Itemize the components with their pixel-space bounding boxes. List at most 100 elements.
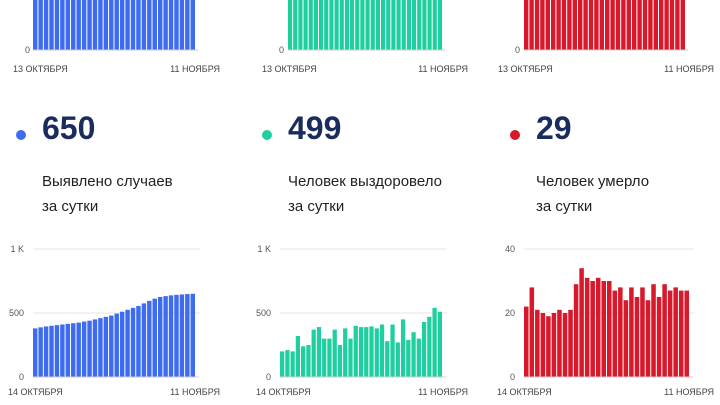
deaths-top-bar	[524, 0, 529, 50]
cases-y-tick: 1 K	[10, 244, 24, 254]
cases-bar	[98, 318, 103, 377]
cases-top-bar	[60, 0, 65, 50]
cases-x-end-label: 11 НОЯБРЯ	[170, 387, 220, 397]
recovered-top-bar	[288, 0, 293, 50]
recovered-bar	[348, 338, 353, 377]
cases-bar	[147, 300, 152, 377]
recovered-top-bar	[381, 0, 386, 50]
cases-top-bar	[71, 0, 76, 50]
recovered-y-tick: 1 K	[257, 244, 271, 254]
cases-label: Выявлено случаев	[42, 173, 173, 190]
cases-top-bar	[38, 0, 43, 50]
stat-deaths: 29 Человек умерло за сутки	[510, 110, 720, 220]
cases-bar	[152, 298, 157, 377]
deaths-bar	[590, 281, 595, 377]
cases-bar	[190, 293, 195, 377]
cases-top-bar	[76, 0, 81, 50]
cases-bar	[141, 303, 147, 377]
deaths-bar	[540, 313, 546, 377]
deaths-bar	[551, 313, 557, 377]
recovered-top-x-start-label: 13 ОКТЯБРЯ	[262, 64, 317, 74]
recovered-bar	[432, 307, 437, 377]
recovered-top-bar	[417, 0, 422, 50]
cases-top-bar	[174, 0, 179, 50]
recovered-bar	[427, 316, 432, 377]
recovered-y-tick: 500	[256, 308, 271, 318]
deaths-top-bar	[594, 0, 599, 50]
recovered-bar	[280, 351, 285, 377]
deaths-bar	[618, 287, 623, 377]
deaths-label: Человек умерло	[536, 173, 650, 190]
recovered-bar	[379, 324, 385, 377]
cases-top-bar	[43, 0, 49, 50]
deaths-bar	[607, 281, 612, 377]
cases-bar	[168, 295, 174, 377]
recovered-top-bar	[350, 0, 355, 50]
deaths-top-bar	[610, 0, 615, 50]
deaths-top-bar	[637, 0, 642, 50]
recovered-bar	[369, 326, 374, 377]
deaths-bar	[595, 277, 601, 377]
cases-y-tick: 500	[9, 308, 24, 318]
recovered-top-bar	[319, 0, 324, 50]
recovered-value: 499	[288, 110, 342, 146]
deaths-bar	[684, 290, 689, 377]
deaths-bar	[557, 309, 562, 377]
cases-top-bar	[125, 0, 130, 50]
cases-bar	[125, 309, 130, 377]
deaths-top-bar	[648, 0, 653, 50]
recovered-x-start-label: 14 ОКТЯБРЯ	[256, 387, 311, 397]
recovered-bar	[406, 339, 411, 377]
deaths-top-bar	[653, 0, 658, 50]
cases-top-x-start-label: 13 ОКТЯБРЯ	[13, 64, 68, 74]
cases-top-bar	[33, 0, 38, 50]
deaths-bar	[562, 313, 568, 377]
cases-bar	[38, 327, 43, 377]
deaths-bar	[612, 290, 618, 377]
cases-bar	[60, 324, 65, 377]
deaths-top-bar	[540, 0, 545, 50]
deaths-top-bar	[669, 0, 675, 50]
deaths-bar	[524, 306, 529, 377]
deaths-top-bar	[588, 0, 594, 50]
cases-dot-icon	[16, 130, 26, 140]
recovered-top-bar	[313, 0, 318, 50]
deaths-bar	[640, 287, 645, 377]
deaths-bar	[584, 277, 590, 377]
cases-bar	[130, 307, 136, 377]
recovered-bar	[385, 341, 390, 377]
deaths-bar	[662, 284, 667, 377]
cases-top-bar	[54, 0, 60, 50]
cases-top-bar	[81, 0, 87, 50]
cases-bar	[174, 294, 179, 377]
deaths-top-bar	[675, 0, 680, 50]
deaths-bar	[529, 287, 535, 377]
deaths-period: за сутки	[536, 198, 593, 215]
cases-top-bar	[141, 0, 147, 50]
deaths-top-bar	[545, 0, 550, 50]
recovered-top-y-tick: 0	[279, 45, 284, 55]
deaths-top-bar	[561, 0, 567, 50]
deaths-y-tick: 20	[505, 308, 515, 318]
recovered-bar	[437, 311, 442, 377]
recovered-top-bar	[360, 0, 365, 50]
cases-bar	[119, 311, 125, 377]
cases-top-bar	[92, 0, 98, 50]
cases-top-x-end-label: 11 НОЯБРЯ	[170, 64, 220, 74]
cases-bar	[71, 323, 76, 377]
deaths-bar	[678, 290, 684, 377]
recovered-bar	[327, 338, 332, 377]
recovered-label: Человек выздоровело	[288, 173, 442, 190]
recovered-bar	[337, 345, 343, 377]
recovered-bar	[290, 351, 295, 377]
deaths-bar	[573, 284, 579, 377]
recovered-top-bar	[334, 0, 339, 50]
cases-bar	[92, 319, 98, 377]
cases-top-bar	[168, 0, 174, 50]
recovered-top-bar	[386, 0, 391, 50]
cases-top-bar	[185, 0, 190, 50]
recovered-bar	[374, 328, 379, 377]
cases-bar	[163, 296, 168, 377]
recovered-top-bar	[329, 0, 334, 50]
cases-x-start-label: 14 ОКТЯБРЯ	[8, 387, 63, 397]
